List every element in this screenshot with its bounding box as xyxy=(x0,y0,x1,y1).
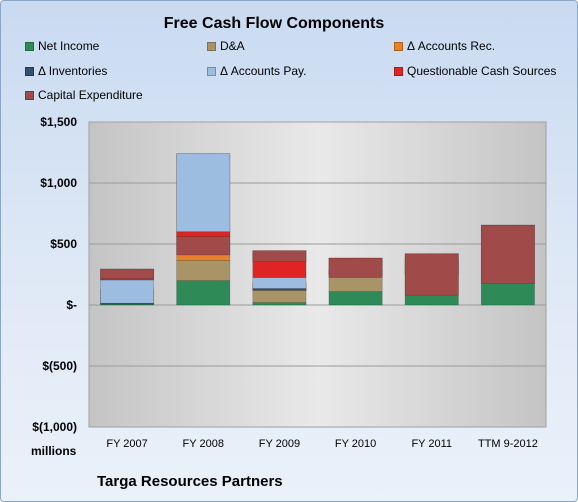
bar-segment xyxy=(252,250,307,262)
y-axis-label: millions xyxy=(31,444,77,458)
legend-item-questionable-cash: Questionable Cash Sources xyxy=(394,64,556,78)
x-tick-label: TTM 9-2012 xyxy=(478,438,538,450)
y-tick-label: $(500) xyxy=(42,359,77,373)
bar-segment xyxy=(252,302,307,306)
legend-label-net-income: Net Income xyxy=(38,39,100,53)
bar-segment xyxy=(176,280,231,306)
y-tick-labels: $1,500 $1,000 $500 $- $(500) $(1,000) xyxy=(32,115,77,434)
legend-swatch-questionable-cash xyxy=(394,66,403,76)
legend-label-capex: Capital Expenditure xyxy=(38,88,143,102)
legend-label-da: D&A xyxy=(220,39,245,53)
bar-segment xyxy=(176,231,231,237)
legend-item-accounts-rec: Δ Accounts Rec. xyxy=(394,39,495,53)
legend-swatch-da xyxy=(207,41,216,51)
bar-segment xyxy=(328,291,383,306)
bar-segment xyxy=(480,224,535,284)
bar-segment xyxy=(404,253,459,296)
x-tick-labels: FY 2007 FY 2008 FY 2009 FY 2010 FY 2011 TTM 9… xyxy=(106,438,537,450)
x-tick-label: FY 2007 xyxy=(106,438,147,450)
legend-swatch-net-income xyxy=(25,41,34,51)
legend-swatch-capex xyxy=(25,90,34,100)
y-tick-label: $1,000 xyxy=(40,176,77,190)
bars xyxy=(100,153,535,306)
legend-item-da: D&A xyxy=(207,39,245,53)
bar-segment xyxy=(176,236,231,256)
legend-label-questionable-cash: Questionable Cash Sources xyxy=(407,64,557,78)
bar-segment xyxy=(100,268,155,280)
company-name: Targa Resources Partners xyxy=(97,473,283,490)
bar-segment xyxy=(176,260,231,281)
bar-segment xyxy=(252,277,307,289)
legend-item-inventories: Δ Inventories xyxy=(25,64,107,78)
x-tick-label: FY 2010 xyxy=(335,438,376,450)
legend-swatch-inventories xyxy=(25,66,34,76)
legend-swatch-accounts-pay xyxy=(207,66,216,76)
y-tick-label: $(1,000) xyxy=(32,420,77,434)
y-tick-label: $1,500 xyxy=(40,115,77,129)
chart-title: Free Cash Flow Components xyxy=(163,15,385,32)
legend-label-inventories: Δ Inventories xyxy=(38,64,108,78)
bar-segment xyxy=(328,257,383,278)
x-tick-label: FY 2009 xyxy=(259,438,300,450)
legend-item-net-income: Net Income xyxy=(25,39,99,53)
gridlines xyxy=(89,182,546,367)
x-tick-label: FY 2008 xyxy=(183,438,224,450)
legend-item-capex: Capital Expenditure xyxy=(25,88,143,102)
legend-label-accounts-pay: Δ Accounts Pay. xyxy=(220,64,307,78)
legend-label-accounts-rec: Δ Accounts Rec. xyxy=(407,39,496,53)
bar-segment xyxy=(176,153,231,233)
bar-segment xyxy=(100,279,155,304)
y-tick-label: $500 xyxy=(50,237,77,251)
legend-item-accounts-pay: Δ Accounts Pay. xyxy=(207,64,307,78)
y-tick-label: $- xyxy=(66,298,77,312)
plot-area xyxy=(88,121,547,428)
x-tick-label: FY 2011 xyxy=(411,438,452,450)
legend-swatch-accounts-rec xyxy=(394,41,403,51)
bar-segment xyxy=(100,302,155,305)
